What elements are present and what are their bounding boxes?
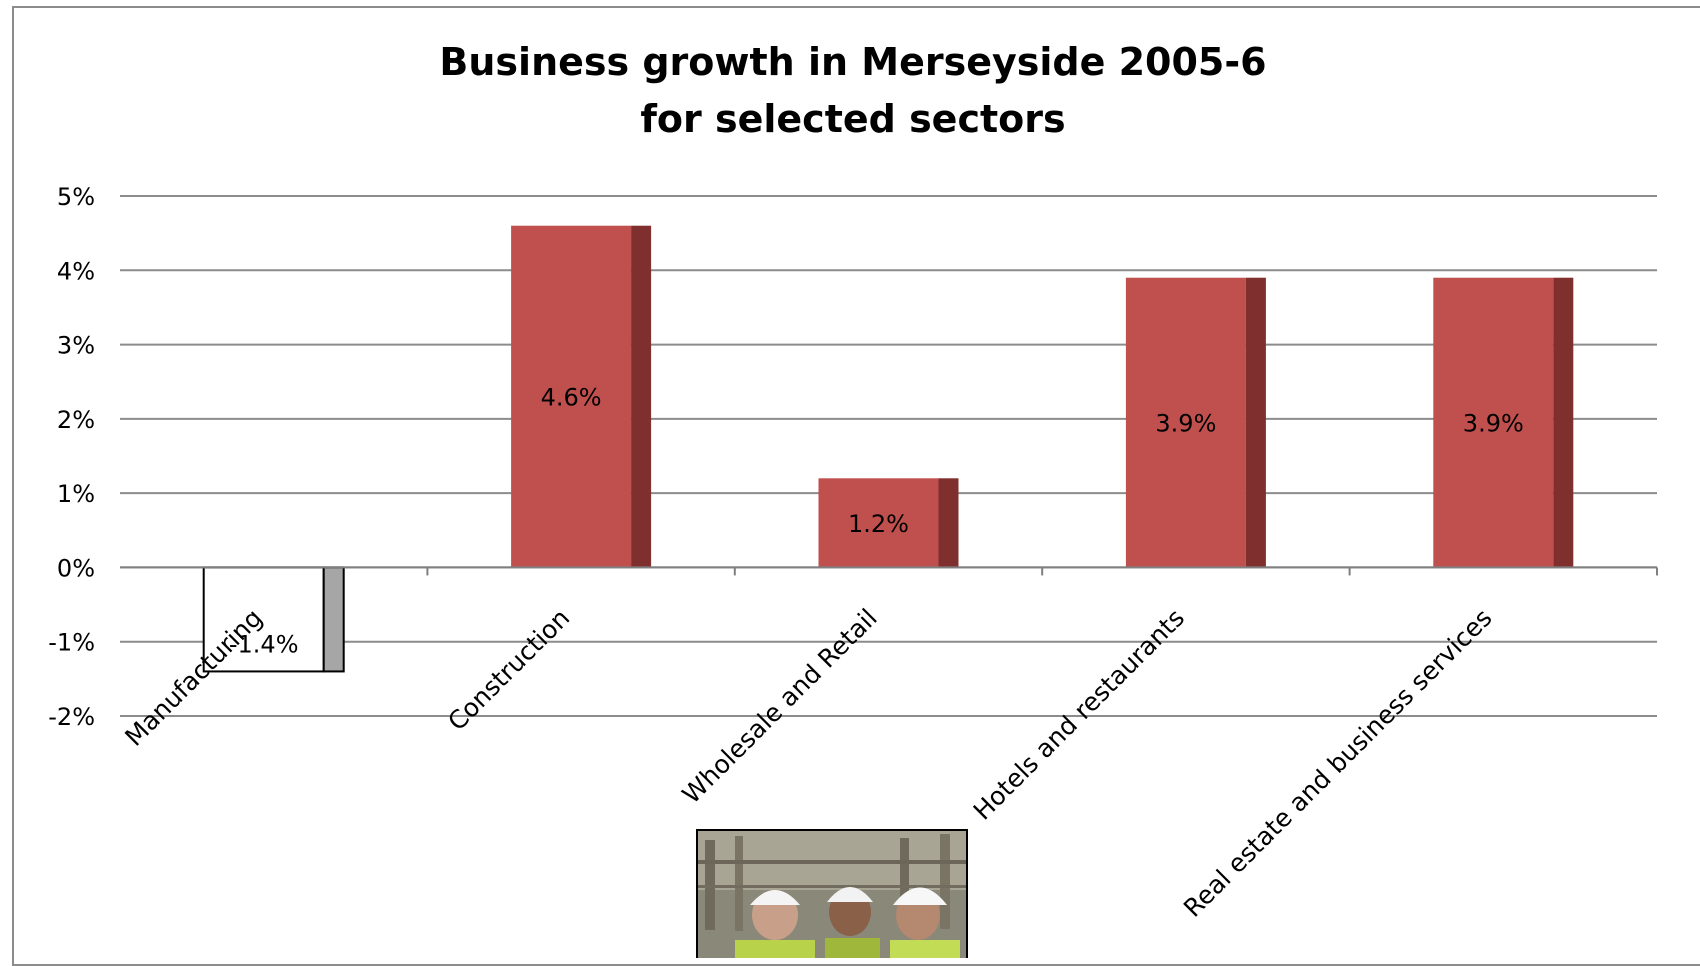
data-label: 3.9%: [1155, 410, 1216, 438]
y-tick-label: 5%: [57, 183, 95, 211]
y-tick-label: 0%: [57, 554, 95, 582]
data-label: 4.6%: [541, 384, 602, 412]
chart-title-line-2: for selected sectors: [640, 97, 1065, 141]
bar-side: [322, 566, 345, 673]
bar: [1125, 277, 1246, 568]
y-tick-label: 1%: [57, 480, 95, 508]
category-label: Wholesale and Retail: [677, 603, 883, 809]
data-labels: -1.4% 4.6% 1.2% 3.9% 3.9%: [229, 384, 1524, 659]
data-label: 1.2%: [848, 510, 909, 538]
bar-side: [1553, 277, 1574, 568]
category-label: Real estate and business services: [1178, 603, 1498, 923]
category-label: Manufacturing: [119, 603, 268, 752]
chart-title-line-1: Business growth in Merseyside 2005-6: [439, 40, 1266, 84]
construction-workers-photo: [696, 829, 968, 958]
y-tick-label: -1%: [48, 629, 95, 657]
gridlines: [120, 195, 1657, 717]
bar: [511, 225, 632, 568]
bar: [202, 566, 325, 673]
y-tick-label: 4%: [57, 257, 95, 285]
bar: [1433, 277, 1554, 568]
y-tick-label: -2%: [48, 703, 95, 731]
bar-side: [938, 478, 959, 568]
category-label: Hotels and restaurants: [968, 603, 1190, 825]
y-axis-tick-labels: 5% 4% 3% 2% 1% 0% -1% -2%: [48, 183, 95, 731]
y-tick-label: 3%: [57, 332, 95, 360]
data-label: 3.9%: [1463, 410, 1524, 438]
x-axis: [120, 566, 1658, 576]
data-label: -1.4%: [229, 631, 299, 659]
bar-side: [1245, 277, 1266, 568]
y-tick-label: 2%: [57, 406, 95, 434]
bar-side: [631, 225, 652, 568]
bars: [202, 225, 1574, 673]
bar: [818, 478, 939, 568]
